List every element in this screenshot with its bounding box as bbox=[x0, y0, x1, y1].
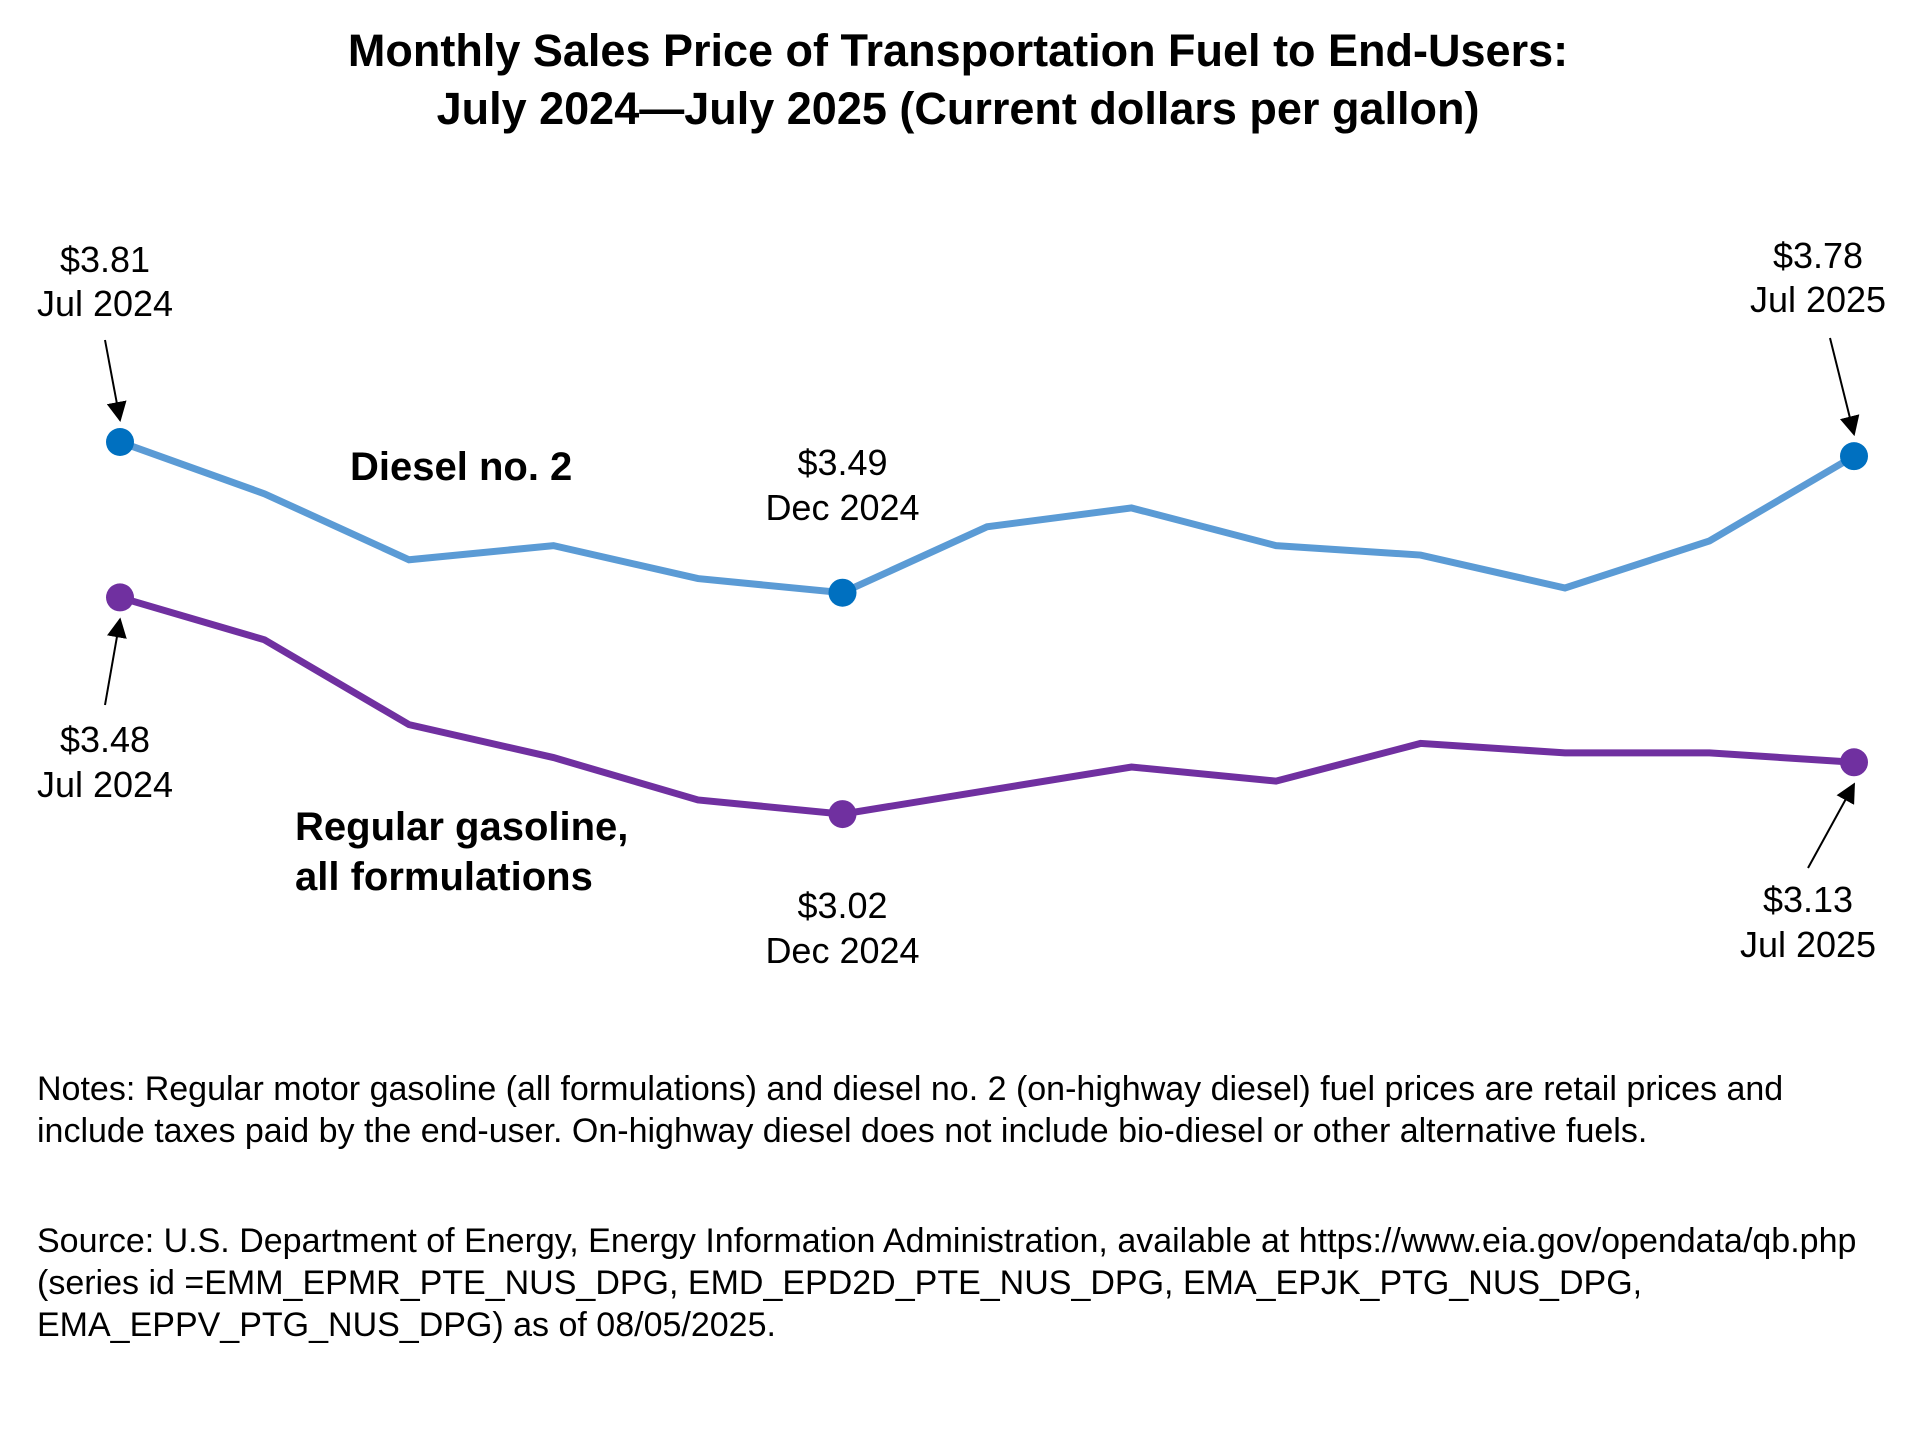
series-label-gasoline-line1: Regular gasoline, bbox=[295, 805, 628, 849]
data-label-price: $3.48 bbox=[60, 719, 150, 760]
data-point-marker bbox=[828, 800, 857, 829]
data-point-marker bbox=[1840, 442, 1868, 471]
series-label-diesel: Diesel no. 2 bbox=[350, 445, 572, 489]
annotation-arrow bbox=[1829, 337, 1860, 437]
data-label-date: Dec 2024 bbox=[765, 930, 919, 971]
data-point-marker bbox=[106, 428, 134, 456]
chart-source: Source: U.S. Department of Energy, Energ… bbox=[37, 1222, 1857, 1344]
chart-title: Monthly Sales Price of Transportation Fu… bbox=[0, 22, 1916, 138]
data-label-price: $3.81 bbox=[60, 239, 150, 280]
annotation-arrow bbox=[104, 617, 127, 706]
data-label-date: Jul 2024 bbox=[37, 764, 173, 805]
data-label-price: $3.13 bbox=[1763, 879, 1853, 920]
data-label-date: Jul 2025 bbox=[1750, 279, 1886, 320]
series-label-gasoline-line2: all formulations bbox=[295, 855, 593, 899]
data-point-marker bbox=[106, 583, 134, 612]
annotation-arrow bbox=[104, 339, 127, 422]
data-point-marker bbox=[828, 578, 857, 607]
annotation-arrow bbox=[1807, 782, 1855, 869]
chart-notes: Notes: Regular motor gasoline (all formu… bbox=[37, 1070, 1784, 1150]
chart-title-line2: July 2024—July 2025 (Current dollars per… bbox=[436, 83, 1480, 134]
series-line-gasoline bbox=[119, 594, 1855, 818]
chart-title-line1: Monthly Sales Price of Transportation Fu… bbox=[347, 25, 1569, 76]
data-label-date: Jul 2025 bbox=[1740, 924, 1876, 965]
data-label-price: $3.49 bbox=[797, 442, 887, 483]
data-label-price: $3.02 bbox=[797, 885, 887, 926]
data-label-date: Jul 2024 bbox=[37, 283, 173, 324]
data-label-date: Dec 2024 bbox=[765, 487, 919, 528]
series-line-diesel bbox=[118, 438, 1856, 597]
data-label-price: $3.78 bbox=[1773, 235, 1863, 276]
data-point-marker bbox=[1840, 748, 1868, 777]
